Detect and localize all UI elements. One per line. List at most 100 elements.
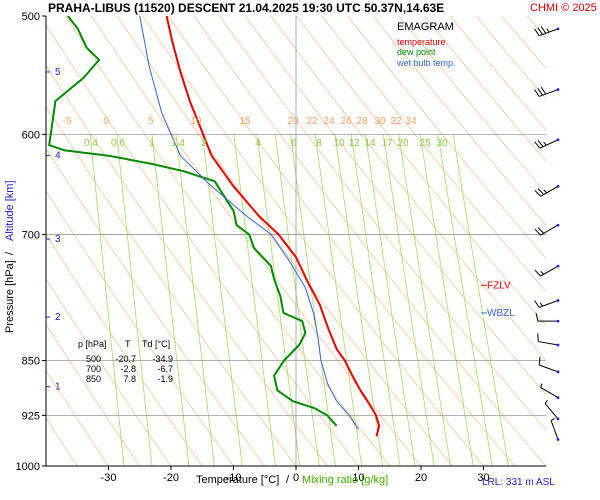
- dry-adiabat-line: [373, 16, 546, 226]
- mixing-ratio-label: 17: [381, 138, 393, 149]
- dry-adiabat-label: 30: [374, 116, 386, 127]
- dry-adiabat-line: [142, 16, 484, 466]
- wbzl-label: WBZL: [487, 308, 515, 319]
- table-header-t: T: [125, 339, 131, 349]
- wind-barb: [538, 356, 560, 374]
- y-axis-title-pressure: Pressure [hPa]: [4, 260, 16, 333]
- dry-adiabat-label: 10: [190, 116, 202, 127]
- dry-adiabat-line: [193, 16, 546, 466]
- altitude-tick-label: 5: [55, 67, 61, 78]
- y-tick-label: 1000: [16, 461, 40, 473]
- wind-barb: [534, 138, 560, 149]
- dry-adiabat-line: [46, 278, 172, 466]
- dry-adiabat-label: 34: [405, 116, 417, 127]
- dry-adiabat-label: 15: [239, 116, 251, 127]
- dry-adiabat-line: [168, 16, 516, 466]
- y-axis-title-altitude: Altitude [km]: [4, 180, 16, 241]
- mixing-ratio-label: 12: [348, 138, 360, 149]
- mixing-ratio-line: [383, 134, 435, 466]
- mixing-ratio-label: 2: [201, 138, 207, 149]
- table-cell: 500: [86, 354, 101, 364]
- fzlv-label: FZLV: [487, 280, 511, 291]
- mixing-ratio-line: [202, 134, 243, 466]
- y-tick-label: 850: [22, 355, 40, 367]
- reference-line-labels: -5 0 5 10 15 20 22 24 26 28 30 32 340.4 0.6 1 1.4 2 4 6 8 10…: [63, 116, 448, 149]
- mixing-ratio-label: 10: [333, 138, 345, 149]
- x-tick-label: -10: [226, 472, 242, 484]
- sounding-table: p [hPa] T Td [°C] 500 -20.7 -34.9 700 -2…: [78, 339, 173, 384]
- y-tick-label: 600: [22, 129, 40, 141]
- mixing-ratio-label: 0.6: [111, 138, 125, 149]
- x-axis-title-mixing-ratio: Mixing ratio [g/kg]: [302, 474, 388, 486]
- y-tick-label: 925: [22, 410, 40, 422]
- mixing-ratio-line: [314, 134, 363, 466]
- wind-barb: [534, 223, 560, 236]
- dry-adiabat-line: [91, 16, 422, 466]
- table-cell: -20.7: [115, 354, 136, 364]
- altitude-tick-label: 1: [55, 382, 61, 393]
- x-tick-label: 10: [352, 472, 364, 484]
- mixing-ratio-line: [274, 134, 320, 466]
- mixing-ratio-label: 4: [255, 138, 261, 149]
- table-cell: -1.9: [157, 374, 173, 384]
- mixing-ratio-line: [437, 134, 493, 466]
- wind-barb: [534, 299, 560, 308]
- dry-adiabat-line: [46, 323, 141, 466]
- legend-item-wet-bulb: wet bulb temp.: [396, 58, 456, 68]
- dry-adiabat-line: [450, 16, 546, 131]
- legend-item-temperature: temperature: [397, 37, 446, 47]
- mixing-ratio-line: [290, 134, 336, 466]
- mixing-ratio-label: 6: [291, 138, 297, 149]
- dry-adiabat-lines: [46, 16, 546, 466]
- x-tick-label: -30: [101, 472, 117, 484]
- dry-adiabat-line: [270, 16, 546, 361]
- table-cell: -34.9: [152, 354, 173, 364]
- mixing-ratio-label: 1.4: [171, 138, 185, 149]
- mixing-ratio-line: [398, 134, 451, 466]
- dry-adiabat-label: 32: [390, 116, 402, 127]
- dry-adiabat-line: [46, 234, 203, 466]
- x-axis-title: Temperature [°C] / Mixing ratio [g/kg]: [196, 474, 388, 486]
- dry-adiabat-line: [219, 16, 546, 431]
- table-cell: 700: [86, 364, 101, 374]
- legend: EMAGRAM temperature dew point wet bulb t…: [396, 21, 456, 68]
- mixing-ratio-line: [256, 134, 301, 466]
- wind-barb: [544, 399, 560, 421]
- dry-adiabat-line: [245, 16, 546, 396]
- table-header-p: p [hPa]: [78, 339, 107, 349]
- profile-series: [48, 16, 381, 437]
- mixing-ratio-line: [233, 134, 276, 466]
- wind-barbs: [534, 26, 560, 441]
- mixing-ratio-line: [175, 134, 215, 466]
- dry-adiabat-line: [46, 147, 266, 466]
- table-cell: -2.8: [120, 364, 136, 374]
- x-axis-title-temperature: Temperature [°C]: [196, 474, 279, 486]
- table-header-td: Td [°C]: [142, 339, 170, 349]
- lrl-text: LRL: 331 m ASL: [482, 477, 555, 488]
- dry-adiabat-label: 0: [103, 116, 109, 127]
- mixing-ratio-label: 30: [436, 138, 448, 149]
- dry-adiabat-line: [65, 16, 391, 466]
- legend-header: EMAGRAM: [397, 21, 454, 33]
- dry-adiabat-line: [46, 190, 234, 466]
- dry-adiabat-line: [321, 16, 546, 293]
- wind-barb: [537, 333, 560, 347]
- table-cell: -6.7: [157, 364, 173, 374]
- mixing-ratio-label: 1: [149, 138, 155, 149]
- altitude-tick-label: 2: [55, 312, 61, 323]
- dry-adiabat-line: [347, 16, 546, 259]
- wind-barb: [540, 383, 560, 399]
- chart-title: PRAHA-LIBUS (11520) DESCENT 21.04.2025 1…: [48, 1, 444, 15]
- table-cell: 850: [86, 374, 101, 384]
- dry-adiabat-label: 24: [323, 116, 335, 127]
- credit-text: CHMI © 2025: [530, 2, 597, 14]
- dry-adiabat-label: 5: [148, 116, 154, 127]
- mixing-ratio-line: [365, 134, 416, 466]
- wind-barb: [534, 184, 560, 197]
- wind-barb: [535, 313, 560, 323]
- y-axis-title-separator: /: [4, 251, 16, 255]
- mixing-ratio-label: 8: [316, 138, 322, 149]
- dry-adiabat-label: -5: [63, 116, 72, 127]
- dry-adiabat-line: [398, 16, 546, 194]
